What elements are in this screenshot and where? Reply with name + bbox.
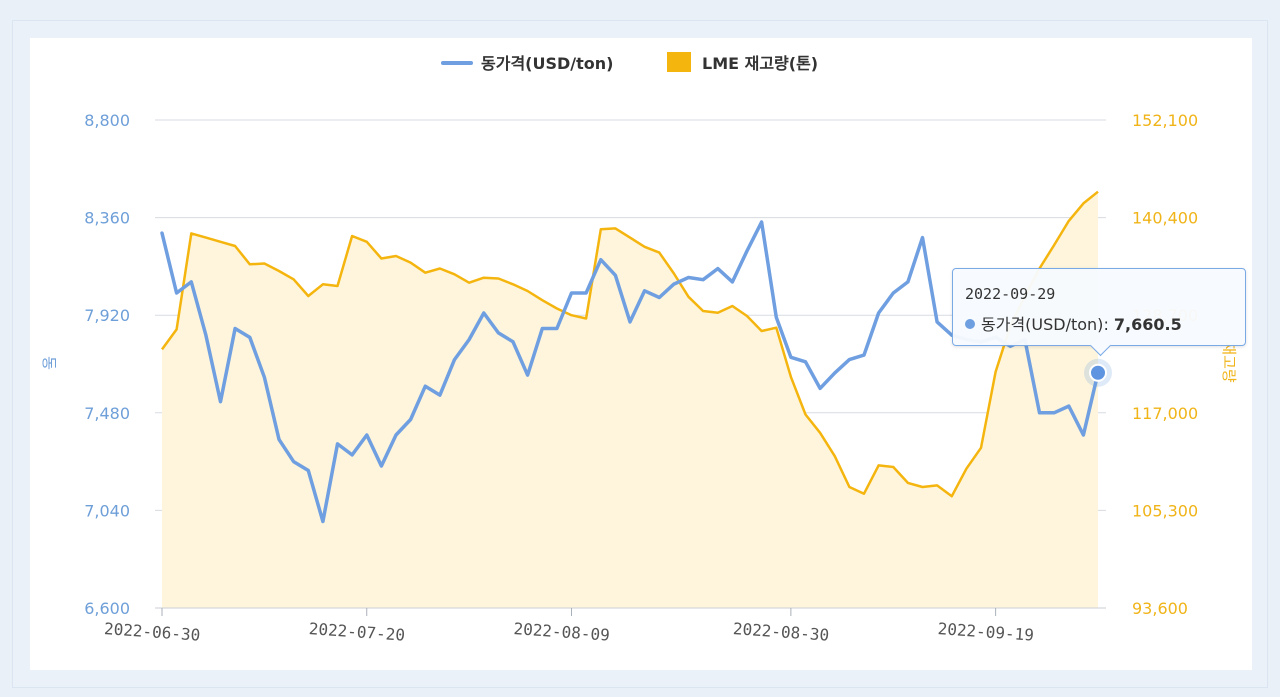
x-tick-label: 2022-06-30 [103, 619, 200, 645]
legend-inventory-swatch [667, 52, 691, 72]
hover-point [1089, 363, 1107, 382]
tooltip-row: 동가격(USD/ton): 7,660.5 [965, 311, 1182, 335]
tooltip-date: 2022-09-29 [965, 285, 1056, 303]
inventory-line [160, 190, 1099, 498]
inventory-area-layer [160, 190, 1099, 608]
tooltip: 2022-09-29 동가격(USD/ton): 7,660.5 [952, 268, 1246, 346]
y-right-tick-label: 117,000 [1132, 404, 1198, 423]
hover-marker [1084, 358, 1112, 387]
y-left-tick-label: 8,800 [84, 111, 130, 130]
price-line [160, 220, 1100, 524]
x-tick-label: 2022-08-09 [513, 619, 610, 645]
price-line-layer [160, 220, 1100, 524]
x-tick-label: 2022-09-19 [937, 619, 1034, 645]
legend-price-label: 동가격(USD/ton) [481, 54, 613, 73]
legend: 동가격(USD/ton) LME 재고량(톤) [441, 52, 818, 73]
y-left-tick-label: 7,480 [84, 404, 130, 423]
inventory-area [162, 191, 1098, 608]
y-right-tick-label: 93,600 [1132, 599, 1188, 618]
y-left-tick-label: 8,360 [84, 209, 130, 228]
y-right-tick-label: 152,100 [1132, 111, 1198, 130]
tooltip-series-dot [965, 319, 975, 329]
x-tick-label: 2022-08-30 [732, 619, 829, 645]
y-left-tick-label: 6,600 [84, 599, 130, 618]
tooltip-series-name: 동가격(USD/ton) [981, 315, 1104, 334]
tooltip-value: 7,660.5 [1113, 315, 1182, 334]
legend-inventory-label: LME 재고량(톤) [702, 54, 818, 73]
x-tick-label: 2022-07-20 [308, 619, 405, 645]
y-left-tick-label: 7,040 [84, 501, 130, 520]
y-right-tick-label: 105,300 [1132, 501, 1198, 520]
y-right-tick-label: 140,400 [1132, 209, 1198, 228]
y-right-axis-title: 재고량 [1220, 341, 1238, 383]
y-left-axis-title: 동 [40, 356, 58, 370]
y-left-tick-label: 7,920 [84, 306, 130, 325]
